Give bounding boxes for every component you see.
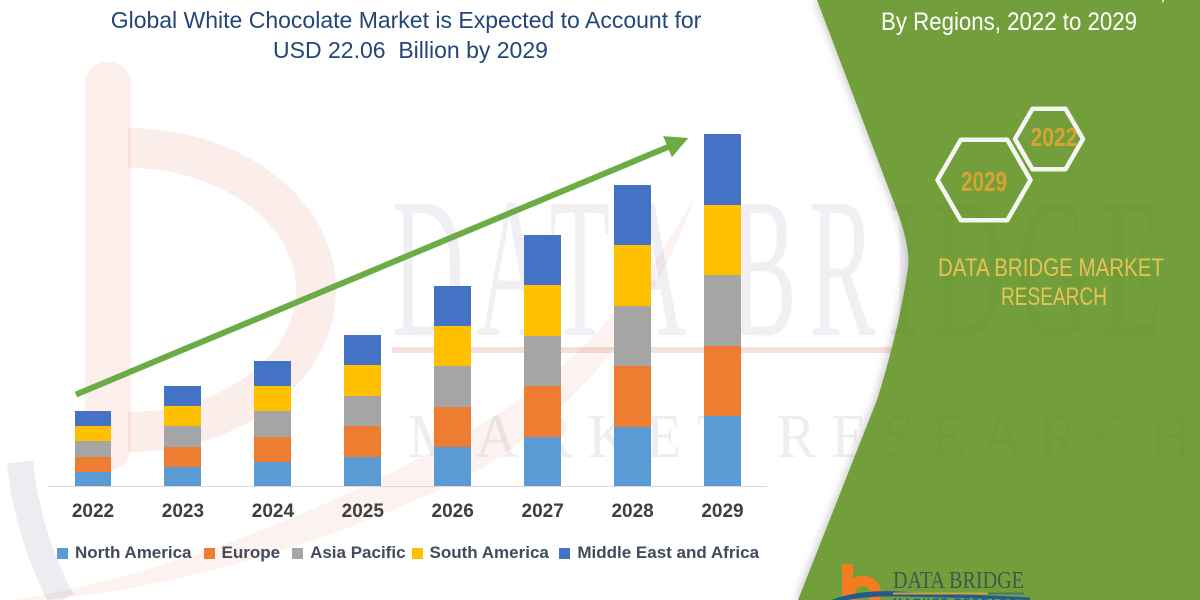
- svg-text:MARKET RESEARCH: MARKET RESEARCH: [408, 403, 1200, 472]
- svg-text:MARKET RESEARCH: MARKET RESEARCH: [893, 597, 1027, 600]
- svg-text:By Regions, 2022 to 2029: By Regions, 2022 to 2029: [881, 8, 1137, 36]
- svg-text:DATA BRIDGE: DATA BRIDGE: [893, 568, 1024, 594]
- svg-text:DATA BRIDGE MARKET: DATA BRIDGE MARKET: [938, 254, 1164, 282]
- svg-text:RESEARCH: RESEARCH: [1001, 283, 1107, 311]
- svg-text:2022: 2022: [1031, 122, 1078, 152]
- svg-text:2029: 2029: [961, 166, 1007, 197]
- svg-text:Global White Chocolate Market,: Global White Chocolate Market,: [852, 0, 1166, 5]
